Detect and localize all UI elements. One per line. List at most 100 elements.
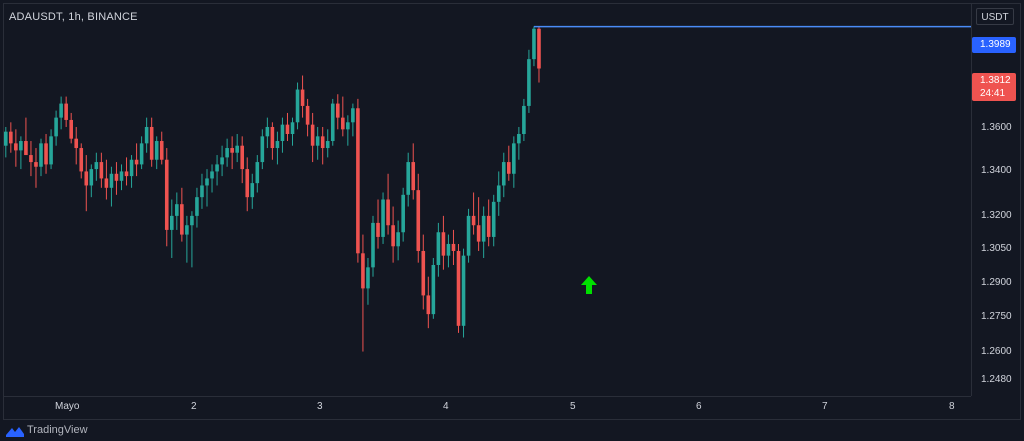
candle-body [119, 171, 124, 181]
candle-body [64, 103, 68, 120]
candle-body [335, 103, 340, 118]
candle-body [320, 136, 325, 149]
candle-body [300, 89, 305, 106]
candle-body [210, 171, 214, 179]
candle-body [220, 157, 224, 165]
candle-body [74, 138, 79, 149]
price-tick: 1.3050 [981, 243, 1012, 254]
candle-body [24, 141, 28, 156]
candle-body [49, 136, 53, 165]
candle-body [39, 143, 43, 167]
candle-body [104, 178, 109, 188]
candle-body [44, 143, 48, 165]
candle-body [361, 253, 365, 289]
candle-body [69, 119, 73, 139]
candle-body [346, 122, 350, 130]
candle-body [144, 126, 149, 144]
candle-body [79, 148, 84, 172]
candle-body [225, 148, 229, 158]
candle-body [164, 159, 169, 230]
candle-body [456, 250, 461, 326]
candle-body [280, 124, 285, 142]
tradingview-logo-icon [6, 427, 24, 437]
candle-body [134, 159, 139, 165]
candle-body [109, 173, 114, 188]
candle-body [230, 148, 234, 153]
candle-body [441, 232, 446, 256]
candle-body [310, 124, 315, 146]
candle-body [371, 222, 375, 268]
currency-button[interactable]: USDT [976, 8, 1014, 25]
candle-body [240, 145, 245, 170]
candle-body [391, 225, 395, 247]
symbol-label[interactable]: ADAUSDT, 1h, BINANCE [9, 11, 138, 23]
candle-body [486, 215, 491, 237]
candle-body [290, 122, 295, 134]
time-tick: 5 [570, 401, 576, 412]
candle-body [527, 59, 531, 106]
candle-body [507, 162, 511, 174]
candle-body [89, 169, 94, 186]
candle-body [406, 162, 410, 195]
candle-body [476, 225, 481, 242]
up-arrow-icon [581, 276, 597, 294]
candle-body [315, 136, 320, 146]
price-tick: 1.3200 [981, 210, 1012, 221]
candle-body [185, 225, 189, 235]
current-price-value: 1.3812 [980, 75, 1011, 86]
candle-body [471, 215, 476, 226]
candle-body [401, 194, 405, 233]
time-tick: Mayo [55, 401, 80, 412]
candle-body [396, 232, 400, 247]
candle-body [330, 103, 335, 142]
chart-frame [3, 3, 1021, 420]
time-tick: 8 [949, 401, 955, 412]
time-axis[interactable] [3, 396, 971, 420]
candle-body [381, 199, 385, 237]
price-tick: 1.2900 [981, 277, 1012, 288]
candle-body [341, 117, 345, 130]
candle-body [84, 171, 89, 186]
candle-body [200, 185, 204, 198]
price-axis[interactable] [971, 3, 1021, 396]
brand-name[interactable]: TradingView [27, 424, 88, 436]
candle-body [154, 141, 159, 160]
time-tick: 7 [822, 401, 828, 412]
candle-body [356, 108, 360, 254]
current-price-tag: 1.3812 24:41 [972, 73, 1016, 101]
last-price-tag: 1.3989 [972, 37, 1016, 53]
candle-body [180, 204, 184, 235]
candle-body [501, 162, 506, 186]
time-tick: 2 [191, 401, 197, 412]
candle-body [517, 134, 521, 144]
bar-countdown: 24:41 [980, 88, 1006, 99]
candle-body [496, 185, 501, 202]
candle-body [139, 143, 144, 165]
candle-body [265, 126, 270, 137]
price-tick: 1.2480 [981, 374, 1012, 385]
candle-body [522, 105, 526, 134]
candle-body [451, 243, 456, 251]
candle-body [129, 159, 134, 177]
candle-body [512, 143, 516, 174]
candle-body [124, 171, 129, 177]
candle-body [260, 136, 265, 163]
candle-body [411, 162, 416, 191]
candle-body [159, 141, 164, 160]
price-tick: 1.2600 [981, 346, 1012, 357]
candle-body [446, 243, 451, 256]
candle-body [59, 103, 63, 118]
candlestick-chart[interactable] [3, 3, 971, 396]
candle-body [34, 162, 38, 167]
candle-body [14, 143, 18, 151]
chart-plot-area[interactable] [3, 3, 971, 396]
candle-body [270, 126, 275, 149]
candle-body [421, 250, 426, 296]
candle-body [99, 162, 104, 179]
candle-body [29, 155, 33, 163]
candle-body [426, 295, 431, 315]
candle-body [195, 197, 199, 216]
candle-body [94, 162, 99, 170]
candle-body [285, 124, 290, 134]
candle-body [149, 126, 154, 160]
